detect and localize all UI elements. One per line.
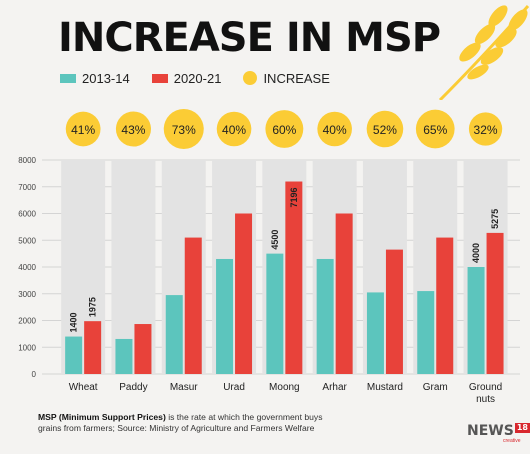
x-tick-label: Paddy bbox=[119, 382, 147, 393]
bar-2020-21 bbox=[84, 321, 102, 374]
x-tick-label: Moong bbox=[269, 382, 300, 393]
y-tick-label: 1000 bbox=[18, 343, 36, 352]
legend-swatch-2020-21 bbox=[151, 73, 168, 83]
y-tick-label: 8000 bbox=[18, 156, 36, 165]
x-tick-label: Wheat bbox=[69, 382, 98, 393]
brand-name: NEWS bbox=[467, 423, 514, 439]
increase-circle bbox=[265, 110, 304, 148]
legend-label-increase: INCREASE bbox=[263, 70, 330, 86]
bar-2020-21 bbox=[134, 324, 152, 374]
increase-label: 65% bbox=[423, 123, 447, 137]
bar-2020-21 bbox=[335, 213, 353, 374]
bar-2013-14 bbox=[115, 338, 133, 374]
legend-swatch-increase bbox=[243, 71, 258, 85]
bar-2020-21 bbox=[436, 237, 454, 374]
increase-label: 43% bbox=[121, 123, 145, 137]
increase-label: 40% bbox=[323, 123, 347, 137]
legend: 2013-14 2020-21 INCREASE bbox=[60, 68, 352, 88]
increase-label: 52% bbox=[373, 123, 397, 137]
chart-title: INCREASE IN MSP bbox=[58, 15, 441, 61]
legend-item-increase: INCREASE bbox=[243, 70, 330, 86]
bar-2013-14 bbox=[366, 292, 384, 374]
increase-circle bbox=[65, 111, 101, 147]
increase-label: 32% bbox=[474, 123, 498, 137]
increase-circle bbox=[317, 111, 352, 147]
increase-circle bbox=[366, 110, 404, 148]
increase-label: 41% bbox=[71, 123, 95, 137]
legend-label-2013-14: 2013-14 bbox=[82, 70, 130, 86]
increase-label: 40% bbox=[222, 123, 246, 137]
x-tick-label: Ground bbox=[469, 382, 502, 393]
legend-item-2013-14: 2013-14 bbox=[60, 71, 130, 86]
increase-circle bbox=[216, 111, 252, 147]
increase-circle bbox=[415, 109, 455, 149]
increase-label: 60% bbox=[272, 123, 296, 137]
x-tick-label: Gram bbox=[423, 382, 448, 393]
x-tick-label: Arhar bbox=[322, 382, 347, 393]
increase-circle bbox=[163, 109, 204, 149]
x-tick-label: Masur bbox=[170, 382, 198, 393]
bar-chart: 0 1000 2000 3000 4000 5000 6000 7000 8000 1400 197… bbox=[18, 109, 520, 405]
data-label-2020-21: 7196 bbox=[289, 187, 299, 207]
y-tick-label: 0 bbox=[32, 370, 37, 379]
bar-2020-21 bbox=[235, 213, 253, 374]
y-tick-label: 4000 bbox=[18, 263, 36, 272]
x-tick-label: nuts bbox=[476, 394, 495, 405]
brand-logo: NEWS 18 bbox=[467, 423, 530, 439]
increase-circle bbox=[115, 111, 151, 147]
y-tick-label: 2000 bbox=[18, 317, 36, 326]
bar-2013-14 bbox=[266, 253, 284, 374]
y-tick-label: 3000 bbox=[18, 290, 36, 299]
data-label-2020-21: 5275 bbox=[490, 209, 500, 229]
bar-2013-14 bbox=[165, 295, 183, 374]
bar-2020-21 bbox=[184, 237, 202, 374]
bar-2020-21 bbox=[285, 181, 303, 374]
x-tick-label: Mustard bbox=[367, 382, 403, 393]
footnote-bold: MSP (Minimum Support Prices) bbox=[38, 412, 166, 422]
bar-2013-14 bbox=[417, 291, 435, 374]
footnote: MSP (Minimum Support Prices) is the rate… bbox=[38, 412, 338, 434]
footnote-text: is the rate at which the government buys… bbox=[38, 412, 323, 433]
y-tick-label: 7000 bbox=[18, 183, 36, 192]
data-label-2013-14: 1400 bbox=[69, 313, 79, 333]
legend-label-2020-21: 2020-21 bbox=[173, 70, 222, 86]
increase-circle bbox=[468, 112, 503, 146]
increase-label: 73% bbox=[172, 123, 196, 137]
legend-swatch-2013-14 bbox=[60, 73, 76, 83]
bar-2013-14 bbox=[65, 336, 83, 374]
y-tick-label: 6000 bbox=[18, 210, 36, 219]
bar-2020-21 bbox=[486, 232, 504, 374]
y-tick-label: 5000 bbox=[18, 236, 36, 245]
brand-sub: creative bbox=[503, 438, 521, 444]
data-label-2013-14: 4500 bbox=[270, 230, 280, 250]
x-tick-label: Urad bbox=[223, 382, 245, 393]
wheat-icon bbox=[438, 5, 530, 100]
brand-number: 18 bbox=[514, 423, 530, 433]
bar-2013-14 bbox=[316, 258, 334, 374]
data-label-2020-21: 1975 bbox=[88, 297, 98, 317]
bar-2013-14 bbox=[216, 258, 234, 374]
data-label-2013-14: 4000 bbox=[471, 243, 481, 263]
bar-2020-21 bbox=[385, 249, 403, 374]
bar-2013-14 bbox=[467, 267, 485, 374]
legend-item-2020-21: 2020-21 bbox=[151, 70, 222, 86]
